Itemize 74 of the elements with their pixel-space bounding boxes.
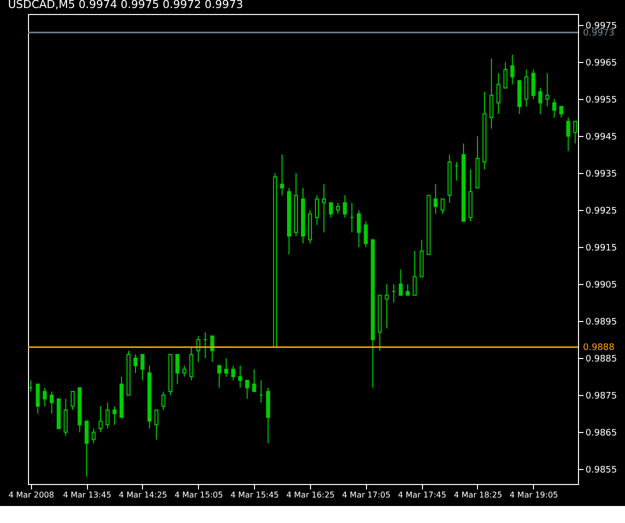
candlestick (161, 390, 166, 410)
x-tick-label: 4 Mar 15:05 (174, 490, 223, 500)
candlestick (406, 284, 410, 296)
candlestick (524, 69, 528, 108)
candlestick (224, 358, 228, 378)
candlestick (182, 365, 186, 378)
candlestick (231, 365, 236, 381)
y-tick-label: 0.9945 (586, 132, 617, 143)
candlestick (398, 268, 403, 296)
candlestick (189, 346, 194, 381)
candlestick (217, 365, 222, 388)
candlestick (64, 398, 68, 436)
candlestick (280, 154, 284, 196)
chart-title: USDCAD,M5 0.9974 0.9975 0.9972 0.9973 (8, 0, 244, 11)
x-tick-label: 4 Mar 2008 (8, 490, 54, 500)
candlestick (92, 428, 96, 444)
candlestick (489, 58, 494, 130)
x-tick-label: 4 Mar 18:25 (454, 490, 502, 500)
y-tick-label: 0.9885 (586, 354, 617, 365)
candlestick (545, 72, 550, 108)
candlestick (106, 402, 110, 429)
candlestick (356, 210, 361, 248)
candlestick (328, 202, 333, 218)
candlestick (238, 365, 242, 388)
y-tick-label: 0.9965 (586, 58, 617, 69)
x-tick-label: 4 Mar 15:45 (230, 490, 279, 500)
candlestick (36, 384, 40, 414)
candlestick (252, 368, 256, 392)
y-tick-label: 0.9925 (586, 206, 617, 217)
y-tick-label: 0.9865 (586, 428, 617, 439)
y-tick-label: 0.9955 (586, 96, 617, 106)
candlestick (412, 250, 417, 296)
candlestick (42, 387, 47, 407)
candlestick (503, 62, 508, 89)
candlestick (98, 406, 103, 433)
candlestick (154, 409, 158, 440)
candlestick (245, 380, 250, 400)
candlestick (510, 54, 514, 85)
y-tick-label: 0.9875 (586, 392, 617, 402)
candlestick (70, 390, 75, 410)
candlestick (566, 117, 570, 152)
candlestick (336, 202, 340, 214)
x-tick-label: 4 Mar 16:25 (286, 490, 335, 500)
x-tick-label: 4 Mar 17:05 (342, 490, 390, 500)
x-tick-label: 4 Mar 13:45 (62, 490, 112, 500)
candlestick (434, 184, 438, 214)
candlestick (364, 220, 368, 248)
candlestick (175, 354, 180, 385)
candlestick (140, 354, 144, 381)
y-tick-label: 0.9855 (586, 466, 617, 476)
ref-line-label: 0.9888 (583, 343, 615, 354)
x-tick-label: 4 Mar 17:45 (398, 490, 446, 500)
y-tick-label: 0.9895 (586, 318, 617, 328)
candlestick (314, 194, 319, 226)
x-tick-label: 4 Mar 19:05 (510, 490, 558, 500)
candlestick (552, 98, 556, 118)
y-tick-label: 0.9905 (586, 280, 617, 291)
candlestick (133, 354, 138, 374)
candlestick (440, 198, 445, 214)
candlestick (112, 406, 117, 426)
candlestick (496, 72, 500, 114)
candlestick (210, 335, 214, 362)
candlestick (196, 335, 200, 362)
candlestick (342, 194, 347, 218)
candlestick (538, 88, 542, 114)
candlestick (559, 106, 564, 118)
candlestick (384, 284, 389, 330)
y-tick-label: 0.9915 (586, 244, 617, 254)
y-tick-label: 0.9935 (586, 170, 617, 180)
candlestick (84, 420, 89, 478)
x-tick-label: 4 Mar 14:25 (118, 490, 168, 500)
candlestick (50, 390, 54, 414)
candlestick (322, 184, 326, 233)
candlestick (531, 69, 536, 100)
